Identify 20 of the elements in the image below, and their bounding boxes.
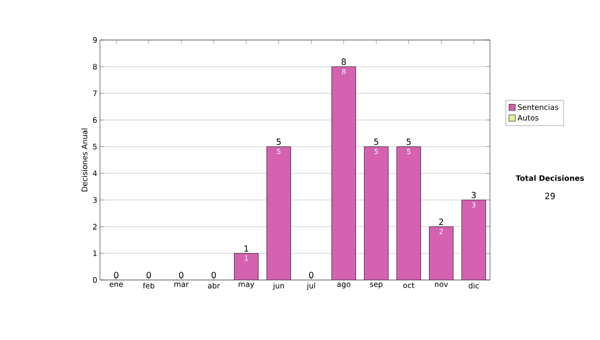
total-label: 5 bbox=[276, 138, 281, 145]
bar bbox=[364, 146, 388, 280]
bar bbox=[266, 146, 291, 280]
total-label: 8 bbox=[342, 58, 346, 65]
bar bbox=[234, 253, 258, 280]
bar bbox=[462, 200, 486, 280]
total-label: 0 bbox=[179, 272, 184, 278]
total-label: 0 bbox=[212, 272, 216, 278]
total-label: 2 bbox=[439, 218, 444, 225]
total-label: 0 bbox=[114, 272, 118, 278]
total-label: 3 bbox=[472, 192, 476, 198]
total-label: 5 bbox=[374, 138, 378, 145]
text: 29 bbox=[545, 192, 555, 200]
total-label: 0 bbox=[309, 272, 314, 278]
total-label: 0 bbox=[146, 272, 151, 278]
total-label: 1 bbox=[244, 245, 248, 252]
total-label: 5 bbox=[406, 138, 411, 145]
bar bbox=[396, 146, 421, 280]
bar bbox=[332, 66, 356, 280]
bar bbox=[429, 226, 454, 280]
